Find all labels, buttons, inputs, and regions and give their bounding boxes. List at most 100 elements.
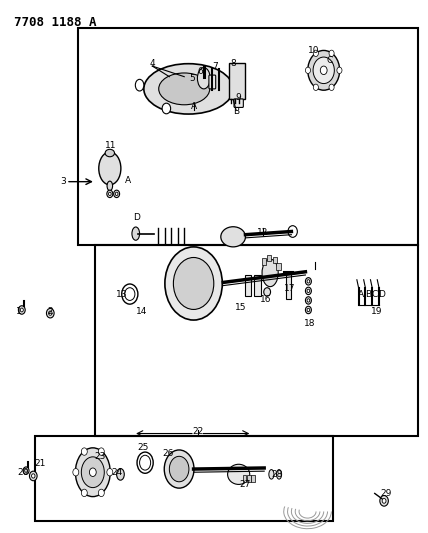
Circle shape <box>25 469 27 472</box>
Text: 24: 24 <box>111 468 123 477</box>
Circle shape <box>114 190 119 198</box>
Ellipse shape <box>264 288 270 296</box>
Text: 19: 19 <box>371 307 382 316</box>
Bar <box>229 63 245 100</box>
Text: 11: 11 <box>105 141 117 150</box>
Ellipse shape <box>164 450 194 488</box>
Text: D: D <box>133 213 140 222</box>
Text: 10: 10 <box>308 46 320 55</box>
Circle shape <box>313 50 318 56</box>
Text: 8: 8 <box>230 60 236 68</box>
Text: 9: 9 <box>236 93 241 102</box>
Text: 7708 1188 A: 7708 1188 A <box>14 16 97 29</box>
Ellipse shape <box>105 149 115 157</box>
Ellipse shape <box>169 456 189 482</box>
Ellipse shape <box>221 227 246 247</box>
Text: 4: 4 <box>149 60 155 68</box>
Bar <box>78 28 418 245</box>
Circle shape <box>306 67 311 74</box>
Ellipse shape <box>132 227 140 240</box>
Circle shape <box>306 287 312 295</box>
Bar <box>276 263 281 270</box>
Circle shape <box>23 467 29 474</box>
Circle shape <box>313 84 318 91</box>
Text: 23: 23 <box>94 452 106 461</box>
Ellipse shape <box>173 257 214 310</box>
Circle shape <box>329 84 334 91</box>
Text: 16: 16 <box>260 295 272 304</box>
Ellipse shape <box>313 57 334 84</box>
Text: D: D <box>378 289 385 298</box>
Text: 21: 21 <box>35 459 46 469</box>
Text: 5: 5 <box>189 74 195 83</box>
Text: 3: 3 <box>60 177 66 186</box>
Circle shape <box>89 468 96 477</box>
Ellipse shape <box>81 457 104 488</box>
Circle shape <box>307 308 310 312</box>
Ellipse shape <box>125 288 135 301</box>
Circle shape <box>307 280 310 283</box>
Text: 29: 29 <box>380 489 392 498</box>
Circle shape <box>73 469 79 476</box>
Circle shape <box>306 306 312 314</box>
Text: 1: 1 <box>15 307 21 316</box>
Ellipse shape <box>144 63 233 114</box>
Bar <box>254 275 261 296</box>
Circle shape <box>81 448 87 455</box>
Text: 20: 20 <box>18 468 29 477</box>
Bar <box>245 275 251 296</box>
Text: C: C <box>372 289 378 298</box>
Ellipse shape <box>99 152 121 185</box>
Ellipse shape <box>75 448 110 497</box>
Ellipse shape <box>262 259 278 287</box>
Circle shape <box>329 50 334 56</box>
Text: C: C <box>327 56 333 65</box>
Ellipse shape <box>159 73 210 105</box>
Circle shape <box>107 190 113 198</box>
Bar <box>243 475 247 482</box>
Ellipse shape <box>116 469 124 480</box>
Circle shape <box>81 489 87 497</box>
Circle shape <box>47 309 54 318</box>
Text: 26: 26 <box>162 449 174 458</box>
Ellipse shape <box>140 455 151 470</box>
Ellipse shape <box>197 68 210 89</box>
Bar <box>251 475 255 482</box>
Bar <box>273 257 277 263</box>
Text: A: A <box>125 176 131 185</box>
Circle shape <box>30 471 37 481</box>
Text: 27: 27 <box>239 480 250 489</box>
Text: A: A <box>358 289 364 298</box>
Circle shape <box>32 474 35 478</box>
Text: 28: 28 <box>271 470 282 479</box>
Circle shape <box>380 496 388 506</box>
Ellipse shape <box>165 247 222 320</box>
Text: 25: 25 <box>137 443 148 453</box>
Circle shape <box>115 192 118 196</box>
Bar <box>247 475 250 482</box>
Circle shape <box>307 299 310 302</box>
FancyBboxPatch shape <box>234 99 244 108</box>
Circle shape <box>382 498 386 503</box>
Circle shape <box>288 225 297 237</box>
Text: B: B <box>365 289 371 298</box>
Text: 12: 12 <box>257 228 269 237</box>
FancyBboxPatch shape <box>209 75 216 89</box>
Circle shape <box>320 66 327 75</box>
Ellipse shape <box>162 103 171 114</box>
Circle shape <box>306 297 312 304</box>
Bar <box>286 272 291 300</box>
Circle shape <box>107 469 113 476</box>
Circle shape <box>48 311 52 316</box>
Text: 7: 7 <box>212 62 218 70</box>
Text: 17: 17 <box>284 284 295 293</box>
Circle shape <box>306 278 312 285</box>
Text: 22: 22 <box>192 427 203 437</box>
Text: 13: 13 <box>116 289 127 298</box>
Circle shape <box>20 308 24 312</box>
Bar <box>36 436 333 521</box>
Text: 15: 15 <box>235 303 246 312</box>
Ellipse shape <box>107 181 113 191</box>
Text: 14: 14 <box>136 307 147 316</box>
Circle shape <box>98 489 104 497</box>
